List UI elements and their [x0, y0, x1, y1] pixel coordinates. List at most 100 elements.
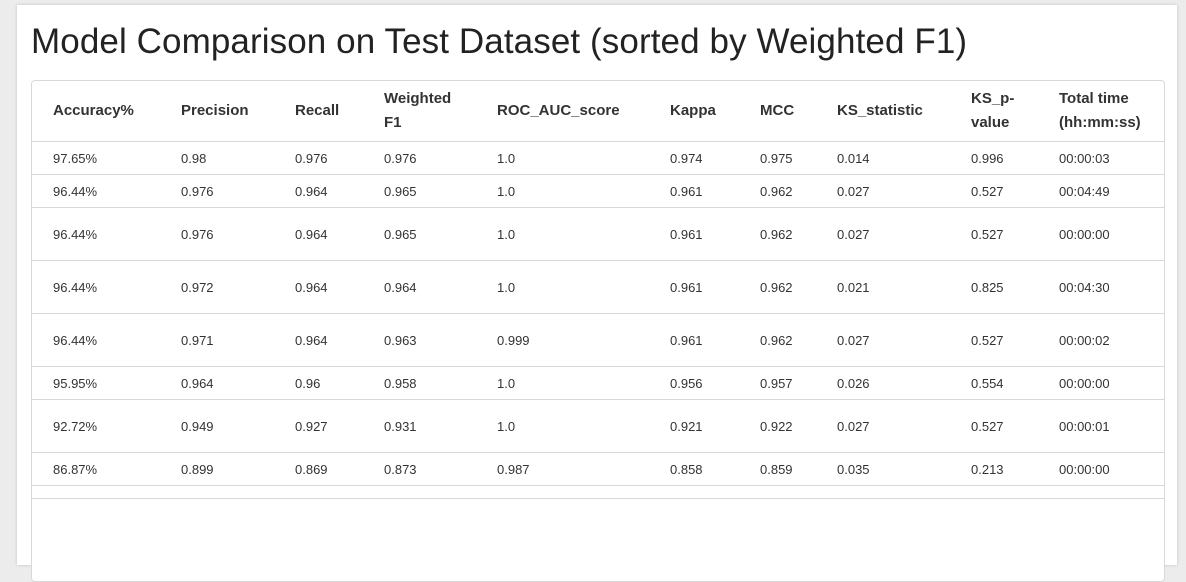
- table-cell: 1.0: [497, 366, 670, 400]
- table-cell-empty: [32, 485, 181, 499]
- table-cell-empty: [295, 485, 384, 499]
- table-cell: 0.975: [760, 141, 837, 175]
- column-header-text: Accuracy%: [53, 102, 134, 119]
- table-cell: 0.931: [384, 399, 497, 453]
- column-header: Kappa: [670, 81, 760, 142]
- table-cell: 0.027: [837, 399, 971, 453]
- table-cell: 0.961: [670, 207, 760, 261]
- table-cell: 0.957: [760, 366, 837, 400]
- table-cell: 0.869: [295, 452, 384, 486]
- table-cell: 0.98: [181, 141, 295, 175]
- table-cell: 0.213: [971, 452, 1059, 486]
- column-header: Recall: [295, 81, 384, 142]
- table-cell: 0.972: [181, 260, 295, 314]
- table-cell: 0.96: [295, 366, 384, 400]
- table-cell: 0.996: [971, 141, 1059, 175]
- table-cell: 0.825: [971, 260, 1059, 314]
- table-cell: 0.921: [670, 399, 760, 453]
- table-body: 97.65% 0.98 0.976 0.976 1.0 0.974 0.975 0.014 0.…: [32, 141, 1164, 499]
- table-cell: 00:00:01: [1059, 399, 1164, 453]
- table-cell: 00:00:02: [1059, 313, 1164, 367]
- table-cell: 0.899: [181, 452, 295, 486]
- column-header: Weighted F1: [384, 81, 497, 142]
- table-cell: 0.027: [837, 313, 971, 367]
- table-cell: 0.956: [670, 366, 760, 400]
- table-cell: 0.014: [837, 141, 971, 175]
- comparison-table-container[interactable]: Accuracy% Precision Recall Weighted F1 ROC_AU…: [31, 80, 1165, 582]
- table-cell: 1.0: [497, 399, 670, 453]
- table-cell: 0.962: [760, 174, 837, 208]
- table-cell: 0.974: [670, 141, 760, 175]
- table-cell-empty: [670, 485, 760, 499]
- table-cell: 0.858: [670, 452, 760, 486]
- table-cell: 96.44%: [32, 174, 181, 208]
- table-row-empty: [32, 485, 1164, 499]
- table-cell-empty: [971, 485, 1059, 499]
- table-cell: 0.958: [384, 366, 497, 400]
- table-row: 96.44% 0.972 0.964 0.964 1.0 0.961 0.962 0.021 0…: [32, 260, 1164, 314]
- table-cell: 0.035: [837, 452, 971, 486]
- table-cell: 95.95%: [32, 366, 181, 400]
- column-header-text: value: [971, 114, 1010, 131]
- table-cell: 1.0: [497, 260, 670, 314]
- table-row: 96.44% 0.976 0.964 0.965 1.0 0.961 0.962 0.027 0…: [32, 207, 1164, 261]
- table-cell: 0.021: [837, 260, 971, 314]
- table-cell: 0.949: [181, 399, 295, 453]
- column-header-text: MCC: [760, 102, 795, 119]
- table-cell: 86.87%: [32, 452, 181, 486]
- table-cell: 0.027: [837, 174, 971, 208]
- table-cell: 0.527: [971, 207, 1059, 261]
- column-header-text: Recall: [295, 102, 340, 119]
- table-cell: 0.961: [670, 260, 760, 314]
- table-cell: 00:00:00: [1059, 452, 1164, 486]
- table-cell: 0.873: [384, 452, 497, 486]
- table-cell: 0.964: [295, 313, 384, 367]
- table-row: 96.44% 0.976 0.964 0.965 1.0 0.961 0.962 0.027 0…: [32, 174, 1164, 208]
- table-cell: 1.0: [497, 207, 670, 261]
- column-header: Total time (hh:mm:ss): [1059, 81, 1164, 142]
- table-cell: 0.859: [760, 452, 837, 486]
- column-header: Precision: [181, 81, 295, 142]
- table-cell: 0.976: [295, 141, 384, 175]
- table-cell: 0.976: [181, 207, 295, 261]
- table-cell: 0.976: [384, 141, 497, 175]
- table-cell: 0.962: [760, 313, 837, 367]
- table-cell: 96.44%: [32, 313, 181, 367]
- table-cell-empty: [1059, 485, 1164, 499]
- table-row: 97.65% 0.98 0.976 0.976 1.0 0.974 0.975 0.014 0.…: [32, 141, 1164, 175]
- table-cell: 1.0: [497, 174, 670, 208]
- table-row: 92.72% 0.949 0.927 0.931 1.0 0.921 0.922 0.027 0…: [32, 399, 1164, 453]
- table-row: 86.87% 0.899 0.869 0.873 0.987 0.858 0.859 0.03…: [32, 452, 1164, 486]
- table-cell: 0.026: [837, 366, 971, 400]
- table-cell: 0.964: [295, 207, 384, 261]
- table-cell-empty: [497, 485, 670, 499]
- table-cell: 1.0: [497, 141, 670, 175]
- table-cell: 0.964: [295, 174, 384, 208]
- table-cell: 0.964: [295, 260, 384, 314]
- table-cell: 00:04:49: [1059, 174, 1164, 208]
- table-cell-empty: [837, 485, 971, 499]
- column-header-text: Precision: [181, 102, 249, 119]
- table-cell: 0.976: [181, 174, 295, 208]
- table-cell: 0.963: [384, 313, 497, 367]
- table-cell: 0.964: [384, 260, 497, 314]
- column-header-text: ROC_AUC_score: [497, 102, 620, 119]
- table-cell: 0.987: [497, 452, 670, 486]
- table-row: 96.44% 0.971 0.964 0.963 0.999 0.961 0.962 0.02…: [32, 313, 1164, 367]
- table-cell: 0.962: [760, 207, 837, 261]
- column-header: ROC_AUC_score: [497, 81, 670, 142]
- column-header-text: F1: [384, 114, 402, 131]
- table-cell: 0.961: [670, 313, 760, 367]
- table-cell: 0.527: [971, 313, 1059, 367]
- column-header-text: (hh:mm:ss): [1059, 114, 1141, 131]
- column-header-text: KS_p-: [971, 90, 1015, 107]
- table-header-row: Accuracy% Precision Recall Weighted F1 ROC_AU…: [32, 81, 1164, 142]
- table-cell: 0.999: [497, 313, 670, 367]
- comparison-table: Accuracy% Precision Recall Weighted F1 ROC_AU…: [32, 81, 1164, 499]
- table-cell: 0.961: [670, 174, 760, 208]
- table-cell: 00:00:00: [1059, 366, 1164, 400]
- table-cell: 0.527: [971, 174, 1059, 208]
- table-cell: 0.027: [837, 207, 971, 261]
- table-cell: 0.922: [760, 399, 837, 453]
- column-header: MCC: [760, 81, 837, 142]
